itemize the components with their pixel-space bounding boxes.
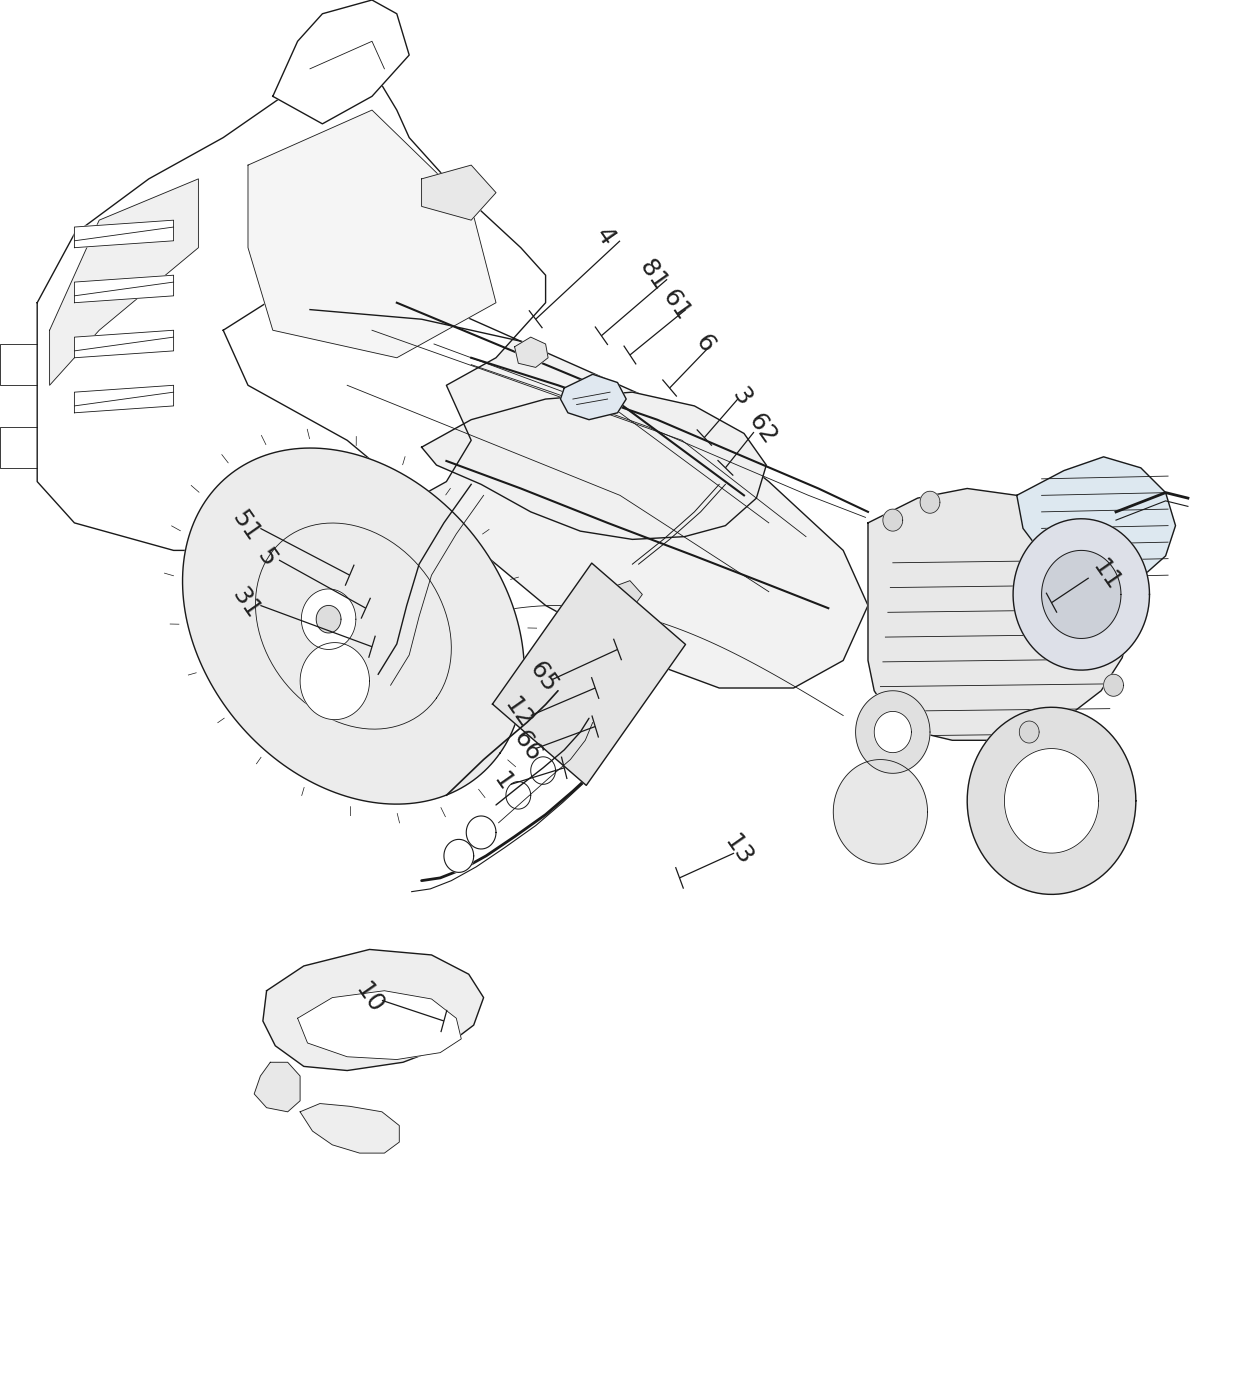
Polygon shape [920, 491, 940, 513]
Polygon shape [598, 581, 642, 612]
Polygon shape [856, 691, 930, 773]
Polygon shape [1019, 721, 1039, 743]
Text: 61: 61 [657, 286, 694, 325]
Polygon shape [74, 330, 174, 358]
Polygon shape [492, 563, 686, 786]
Polygon shape [74, 385, 174, 413]
Text: 62: 62 [744, 409, 781, 450]
Polygon shape [1013, 519, 1149, 670]
Polygon shape [833, 760, 928, 864]
Polygon shape [1042, 550, 1121, 638]
Text: 6: 6 [689, 330, 719, 358]
Polygon shape [1004, 749, 1099, 853]
Polygon shape [248, 110, 496, 358]
Polygon shape [874, 711, 911, 753]
Polygon shape [254, 1062, 300, 1112]
Polygon shape [300, 643, 370, 720]
Polygon shape [37, 55, 546, 550]
Text: 31: 31 [227, 583, 264, 622]
Polygon shape [300, 1104, 399, 1153]
Polygon shape [273, 0, 409, 124]
Polygon shape [422, 392, 766, 539]
Polygon shape [515, 337, 548, 367]
Text: 3: 3 [727, 383, 756, 410]
Text: 66: 66 [508, 725, 546, 766]
Text: 5: 5 [252, 544, 281, 571]
Polygon shape [74, 275, 174, 303]
Polygon shape [50, 179, 198, 385]
Polygon shape [182, 449, 525, 804]
Polygon shape [223, 275, 868, 688]
Text: 4: 4 [590, 223, 620, 250]
Polygon shape [74, 220, 174, 248]
Text: 81: 81 [635, 256, 672, 294]
Polygon shape [1104, 674, 1123, 696]
Polygon shape [883, 509, 903, 531]
Polygon shape [298, 991, 461, 1060]
Polygon shape [301, 589, 356, 649]
Text: 11: 11 [1087, 556, 1125, 594]
Polygon shape [444, 839, 474, 872]
Text: 10: 10 [351, 978, 388, 1017]
Polygon shape [466, 816, 496, 849]
Polygon shape [1017, 457, 1176, 586]
Text: 13: 13 [719, 831, 756, 870]
Polygon shape [263, 949, 484, 1071]
Text: 51: 51 [227, 506, 264, 545]
Polygon shape [967, 707, 1136, 894]
Polygon shape [868, 488, 1131, 740]
Text: 65: 65 [525, 658, 562, 696]
Text: 12: 12 [500, 694, 537, 732]
Polygon shape [560, 374, 626, 420]
Text: 1: 1 [487, 768, 517, 795]
Polygon shape [422, 165, 496, 220]
Polygon shape [316, 605, 341, 633]
